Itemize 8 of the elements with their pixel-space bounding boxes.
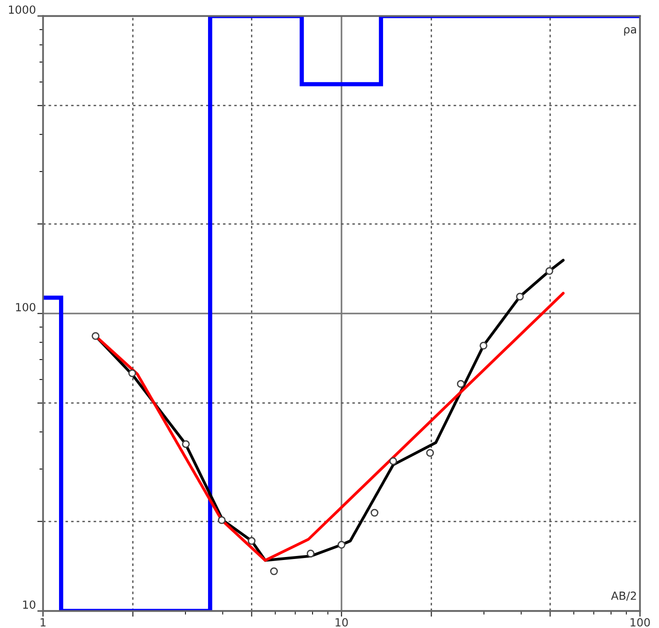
x-tick-label: 10 [336, 618, 348, 627]
y-axis-title: ρa [624, 27, 636, 36]
x-tick-label: 100 [630, 618, 650, 627]
y-tick-label: 100 [16, 302, 36, 312]
x-tick-label: 1 [40, 618, 46, 626]
x-axis-title: AB/2 [611, 592, 636, 601]
y-tick-label: 1000 [9, 5, 36, 14]
y-tick-label: 10 [23, 600, 36, 609]
